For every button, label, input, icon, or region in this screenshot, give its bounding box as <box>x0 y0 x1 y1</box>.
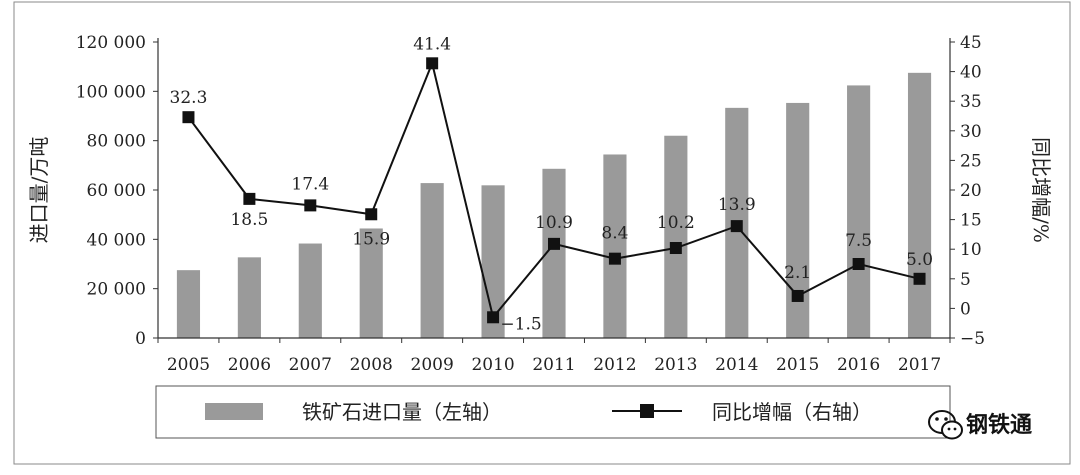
y-right-tick-label: 40 <box>960 63 982 83</box>
y-right-tick-label: 30 <box>960 122 982 142</box>
data-label-2015: 2.1 <box>784 263 811 283</box>
x-tick-label: 2009 <box>411 355 454 375</box>
data-label-2017: 5.0 <box>906 250 933 270</box>
line-point-2017 <box>913 272 926 285</box>
bar-2013 <box>664 135 688 338</box>
bar-2010 <box>481 185 505 338</box>
line-point-2010 <box>487 311 500 324</box>
line-point-2006 <box>243 192 256 205</box>
y-left-tick-label: 60 000 <box>87 181 146 201</box>
legend-bar-label: 铁矿石进口量（左轴） <box>302 400 502 424</box>
data-label-2009: 41.4 <box>413 34 451 54</box>
legend-bar-swatch <box>205 403 263 420</box>
plot-area: 0 20 000 40 000 60 000 80 000 100 000 120 000 −… <box>76 33 985 375</box>
y-left-tick-label: 100 000 <box>76 82 146 102</box>
legend-line-marker <box>640 404 654 418</box>
data-label-2010: −1.5 <box>500 314 541 334</box>
y-right-tick-label: 20 <box>960 181 982 201</box>
line-point-2005 <box>182 111 195 124</box>
line-point-2011 <box>548 237 560 250</box>
y-left-tick-label: 0 <box>135 329 146 349</box>
bar-2011 <box>542 168 566 338</box>
line-point-2016 <box>852 258 865 270</box>
bar-2006 <box>237 257 261 338</box>
y-left-tick-label: 20 000 <box>87 280 146 300</box>
legend-line-label: 同比增幅（右轴） <box>712 400 872 424</box>
data-label-2016: 7.5 <box>845 231 872 251</box>
chart-frame <box>13 1 1071 465</box>
x-tick-label: 2017 <box>898 355 941 375</box>
x-tick-label: 2012 <box>593 355 636 375</box>
bar-2017 <box>907 72 932 338</box>
bar-2007 <box>298 243 322 338</box>
y-axis-left-title: 进口量/万吨 <box>27 137 51 244</box>
watermark-text: 钢铁通 <box>966 412 1032 438</box>
line-point-2009 <box>426 57 439 70</box>
data-label-2008: 15.9 <box>352 229 390 249</box>
y-right-tick-label: 25 <box>960 151 982 171</box>
y-left-tick-label: 120 000 <box>76 33 146 53</box>
line-point-2014 <box>730 220 743 233</box>
x-tick-label: 2015 <box>776 355 819 375</box>
bar-2012 <box>603 154 627 338</box>
y-right-tick-label: 5 <box>960 270 971 290</box>
wechat-icon <box>928 410 963 440</box>
x-tick-label: 2014 <box>715 355 758 375</box>
x-tick-label: 2011 <box>532 355 575 375</box>
legend-box <box>155 385 951 439</box>
line-point-2008 <box>365 208 378 221</box>
bar-2015 <box>786 102 810 338</box>
y-right-tick-label: 15 <box>960 211 982 231</box>
y-right-tick-label: 45 <box>960 33 982 53</box>
data-label-2014: 13.9 <box>718 195 756 215</box>
x-tick-label: 2016 <box>837 355 880 375</box>
data-label-2007: 17.4 <box>291 174 329 194</box>
y-right-tick-label: 10 <box>960 240 982 260</box>
legend: 铁矿石进口量（左轴） 同比增幅（右轴） <box>155 385 951 439</box>
y-right-tick-label: −5 <box>960 329 985 349</box>
bar-2005 <box>176 270 201 338</box>
data-label-2013: 10.2 <box>657 213 695 233</box>
y-left-tick-label: 80 000 <box>87 132 146 152</box>
y-left-tick-label: 40 000 <box>87 230 146 250</box>
x-tick-label: 2005 <box>167 355 210 375</box>
line-point-2013 <box>669 242 682 255</box>
bar-2009 <box>420 183 444 338</box>
line-point-2007 <box>304 199 317 212</box>
data-label-2005: 32.3 <box>170 88 208 108</box>
y-right-tick-label: 0 <box>960 299 971 319</box>
watermark: 钢铁通 <box>928 410 1032 440</box>
line-point-2012 <box>608 252 621 265</box>
x-tick-label: 2010 <box>471 355 514 375</box>
x-tick-label: 2007 <box>289 355 332 375</box>
data-label-2011: 10.9 <box>535 213 573 233</box>
bar-2016 <box>847 85 871 338</box>
x-tick-label: 2006 <box>228 355 271 375</box>
bar-2008 <box>359 228 383 338</box>
data-label-2012: 8.4 <box>601 224 628 244</box>
x-tick-label: 2008 <box>350 355 393 375</box>
data-label-2006: 18.5 <box>230 210 268 230</box>
x-tick-label: 2013 <box>654 355 697 375</box>
y-right-tick-label: 35 <box>960 92 982 112</box>
line-point-2015 <box>791 289 804 302</box>
y-axis-right-title: 同比增幅/% <box>1029 137 1053 243</box>
